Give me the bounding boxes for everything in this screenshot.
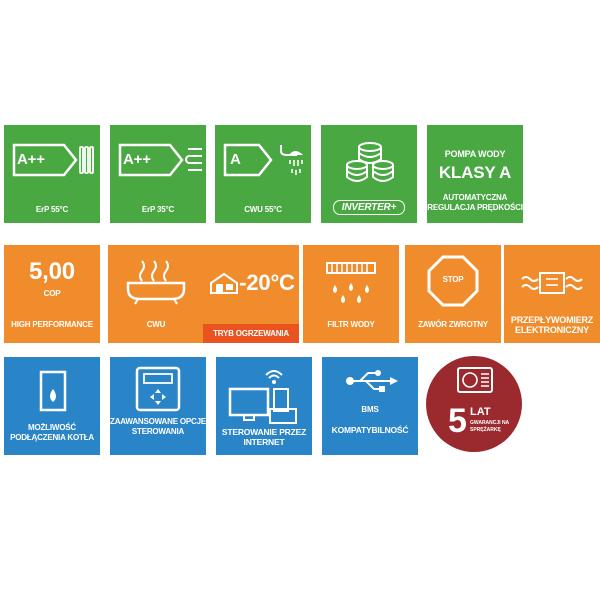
warranty-number: 5 [448, 402, 467, 440]
cwu-label: CWU [146, 320, 166, 329]
inverter-logo: INVERTER+ [333, 200, 405, 215]
tile-przeplywomierz: PRZEPŁYWOMIERZ ELEKTRONICZNY [504, 245, 600, 343]
tile-inverter: INVERTER+ [321, 125, 417, 223]
tile-bms: BMS KOMPATYBILNOŚĆ [322, 357, 418, 455]
heat-pump-unit-icon [210, 272, 238, 294]
opcje-line2: STEROWANIA [131, 427, 185, 436]
przeplywomierz-line1: PRZEPŁYWOMIERZ [510, 315, 594, 325]
stop-sign-icon [427, 255, 479, 307]
tile-erp-35: A++ ErP 35°C [110, 125, 206, 223]
tile-filtr-wody: FILTR WODY [303, 245, 399, 343]
stop-text: STOP [442, 275, 464, 284]
devices-wifi-icon [228, 370, 297, 424]
cop-unit: COP [43, 289, 61, 298]
tile-cwu-55: A CWU 55°C [215, 125, 311, 223]
controller-icon [135, 366, 181, 412]
flowmeter-icon [521, 272, 583, 294]
internet-line1: STEROWANIE PRZEZ [221, 427, 307, 437]
pompa-line1: POMPA WODY [444, 149, 506, 159]
tile-pompa-wody: POMPA WODY KLASY A AUTOMATYCZNA REGULACJ… [427, 125, 523, 223]
internet-line2: INTERNET [243, 437, 285, 447]
tile-zawor-zwrotny: STOP ZAWÓR ZWROTNY [405, 245, 501, 343]
kociol-line2: PODŁĄCZENIA KOTŁA [10, 433, 94, 442]
tile-kociol: MOŻLIWOŚĆ PODŁĄCZENIA KOTŁA [4, 357, 100, 455]
tryb-ogrzewania-label: TRYB OGRZEWANIA [203, 324, 299, 343]
energy-class-floor-heating-icon [118, 143, 202, 177]
boiler-icon [39, 370, 67, 412]
energy-class-label: A++ [17, 151, 45, 168]
tile-cwu: CWU [108, 245, 204, 343]
warranty-line2: SPRĘŻARKĘ [470, 427, 501, 433]
opcje-line1: ZAAWANSOWANE OPCJE [110, 417, 206, 426]
temperature-value: -20°C [239, 270, 295, 295]
tile-erp-55: A++ ErP 55°C [4, 125, 100, 223]
tile-cop: 5,00 COP HIGH PERFORMANCE [4, 245, 100, 343]
warranty-badge: 5 LAT GWARANCJI NA SPRĘŻARKĘ [426, 356, 522, 452]
kociol-line1: MOŻLIWOŚĆ [28, 423, 76, 432]
kompatybilnosc-label: KOMPATYBILNOŚĆ [331, 425, 409, 435]
tile-internet: STEROWANIE PRZEZ INTERNET [216, 357, 312, 455]
energy-class-label: A [230, 151, 241, 168]
bms-small: BMS [361, 405, 379, 414]
cop-value: 5,00 [29, 258, 75, 285]
erp-35-label: ErP 35°C [141, 205, 175, 214]
warranty-line1: GWARANCJI NA [470, 420, 510, 426]
erp-55-label: ErP 55°C [35, 205, 69, 214]
water-filter-icon [326, 262, 376, 303]
przeplywomierz-line2: ELEKTRONICZNY [515, 325, 589, 335]
tile-opcje-sterowania: ZAAWANSOWANE OPCJE STEROWANIA [110, 357, 206, 455]
filtr-wody-label: FILTR WODY [327, 320, 375, 329]
pompa-line4: REGULACJA PRĘDKOŚCI [427, 203, 523, 212]
energy-class-label: A++ [123, 151, 151, 168]
cwu-55-label: CWU 55°C [244, 205, 282, 214]
energy-class-radiator-icon [12, 143, 94, 177]
bathtub-icon [126, 260, 186, 305]
usb-icon [346, 370, 398, 392]
coins-icon [346, 142, 394, 182]
pompa-line3: AUTOMATYCZNA [442, 193, 508, 202]
zawor-zwrotny-label: ZAWÓR ZWROTNY [418, 320, 488, 329]
high-performance-label: HIGH PERFORMANCE [11, 320, 93, 329]
energy-class-shower-icon [223, 143, 303, 177]
tile-tryb-ogrzewania: -20°C TRYB OGRZEWANIA [203, 245, 299, 343]
compressor-unit-icon [457, 367, 493, 393]
warranty-lat: LAT [470, 406, 491, 418]
pompa-line2: KLASY A [438, 163, 512, 182]
